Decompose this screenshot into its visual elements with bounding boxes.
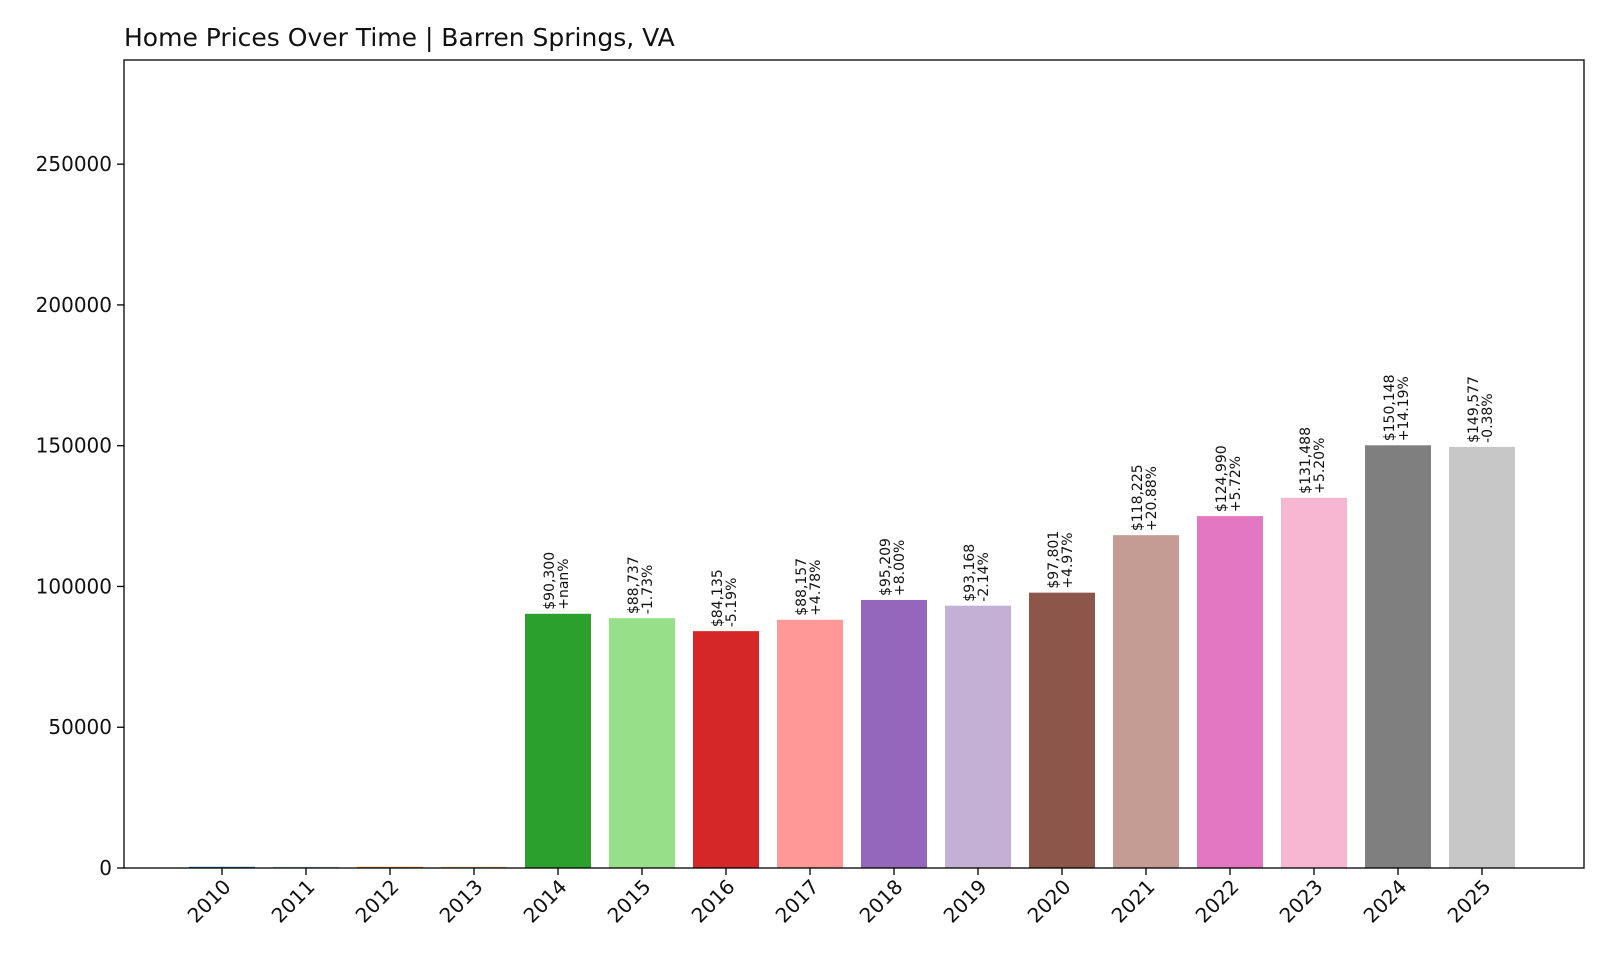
plot-frame	[123, 59, 1585, 869]
bar-change-label: -5.19%	[724, 578, 740, 628]
bar-label-group-2014: $90,300+nan%	[542, 552, 572, 610]
bar-value-label: $90,300	[542, 552, 558, 610]
bar-label-group-2020: $97,801+4.97%	[1046, 531, 1076, 589]
x-tick-label: 2022	[1191, 875, 1244, 928]
bar-change-label: +20.88%	[1144, 466, 1160, 531]
bar-value-label: $88,737	[626, 556, 642, 614]
x-tick-label: 2011	[267, 875, 320, 928]
bar-value-label: $118,225	[1130, 464, 1146, 531]
bar-2017	[777, 619, 843, 868]
x-tick-label: 2021	[1107, 875, 1160, 928]
x-tick-label: 2013	[435, 875, 488, 928]
bar-change-label: +4.97%	[1060, 532, 1076, 588]
bar-label-group-2018: $95,209+8.00%	[878, 538, 908, 596]
bar-value-label: $149,577	[1466, 376, 1482, 443]
bar-change-label: +nan%	[556, 558, 572, 609]
bar-value-label: $97,801	[1046, 531, 1062, 589]
y-tick-label: 200000	[36, 293, 112, 317]
x-tick-label: 2020	[1023, 875, 1076, 928]
bar-labels-layer: $90,300+nan% $88,737-1.73% $84,135-5.19% $8…	[542, 374, 1496, 627]
bar-value-label: $88,157	[794, 558, 810, 616]
x-tick-label: 2015	[603, 875, 656, 928]
bar-change-label: +5.20%	[1312, 438, 1328, 494]
bar-value-label: $124,990	[1214, 445, 1230, 512]
bar-change-label: +4.78%	[808, 560, 824, 616]
bar-2024	[1365, 445, 1431, 868]
bar-change-label: -0.38%	[1480, 393, 1496, 443]
bar-value-label: $95,209	[878, 538, 894, 596]
y-tick-label: 0	[99, 856, 112, 880]
bar-2025	[1449, 446, 1515, 868]
x-tick-label: 2023	[1275, 875, 1328, 928]
bar-label-group-2015: $88,737-1.73%	[626, 556, 656, 614]
bar-label-group-2023: $131,488+5.20%	[1298, 427, 1328, 494]
chart-title: Home Prices Over Time | Barren Springs, …	[124, 23, 675, 52]
bar-2019	[945, 605, 1011, 868]
bar-change-label: -1.73%	[640, 565, 656, 615]
bar-2018	[861, 599, 927, 868]
x-tick-label: 2024	[1359, 875, 1412, 928]
bar-label-group-2019: $93,168-2.14%	[962, 544, 992, 602]
x-tick-label: 2025	[1443, 875, 1496, 928]
y-tick-label: 150000	[36, 434, 112, 458]
y-axis: 0 50000 100000 150000 200000 250000	[36, 152, 124, 880]
x-axis: 2010 2011 2012 2013 2014 2015 2016 2017 2018 2019…	[183, 868, 1496, 928]
bar-2016	[693, 631, 759, 868]
bar-label-group-2017: $88,157+4.78%	[794, 558, 824, 616]
bar-2020	[1029, 592, 1095, 868]
y-tick-label: 50000	[48, 715, 112, 739]
bar-label-group-2024: $150,148+14.19%	[1382, 374, 1412, 441]
bar-2014	[525, 613, 591, 868]
x-tick-label: 2010	[183, 875, 236, 928]
bar-value-label: $150,148	[1382, 374, 1398, 441]
bar-2022	[1197, 516, 1263, 868]
bar-label-group-2021: $118,225+20.88%	[1130, 464, 1160, 531]
x-tick-label: 2014	[519, 875, 572, 928]
bar-change-label: +5.72%	[1228, 456, 1244, 512]
bar-label-group-2022: $124,990+5.72%	[1214, 445, 1244, 512]
bar-change-label: +8.00%	[892, 540, 908, 596]
bar-value-label: $131,488	[1298, 427, 1314, 494]
x-tick-label: 2012	[351, 875, 404, 928]
bar-2021	[1113, 535, 1179, 868]
bars-layer	[189, 445, 1515, 868]
bar-value-label: $84,135	[710, 569, 726, 627]
x-tick-label: 2017	[771, 875, 824, 928]
bar-change-label: +14.19%	[1396, 376, 1412, 441]
bar-change-label: -2.14%	[976, 552, 992, 602]
x-tick-label: 2018	[855, 875, 908, 928]
bar-label-group-2016: $84,135-5.19%	[710, 569, 740, 627]
y-tick-label: 250000	[36, 152, 112, 176]
bar-2023	[1281, 497, 1347, 868]
y-tick-label: 100000	[36, 574, 112, 598]
bar-2015	[609, 618, 675, 868]
bar-label-group-2025: $149,577-0.38%	[1466, 376, 1496, 443]
x-tick-label: 2019	[939, 875, 992, 928]
x-tick-label: 2016	[687, 875, 740, 928]
bar-value-label: $93,168	[962, 544, 978, 602]
